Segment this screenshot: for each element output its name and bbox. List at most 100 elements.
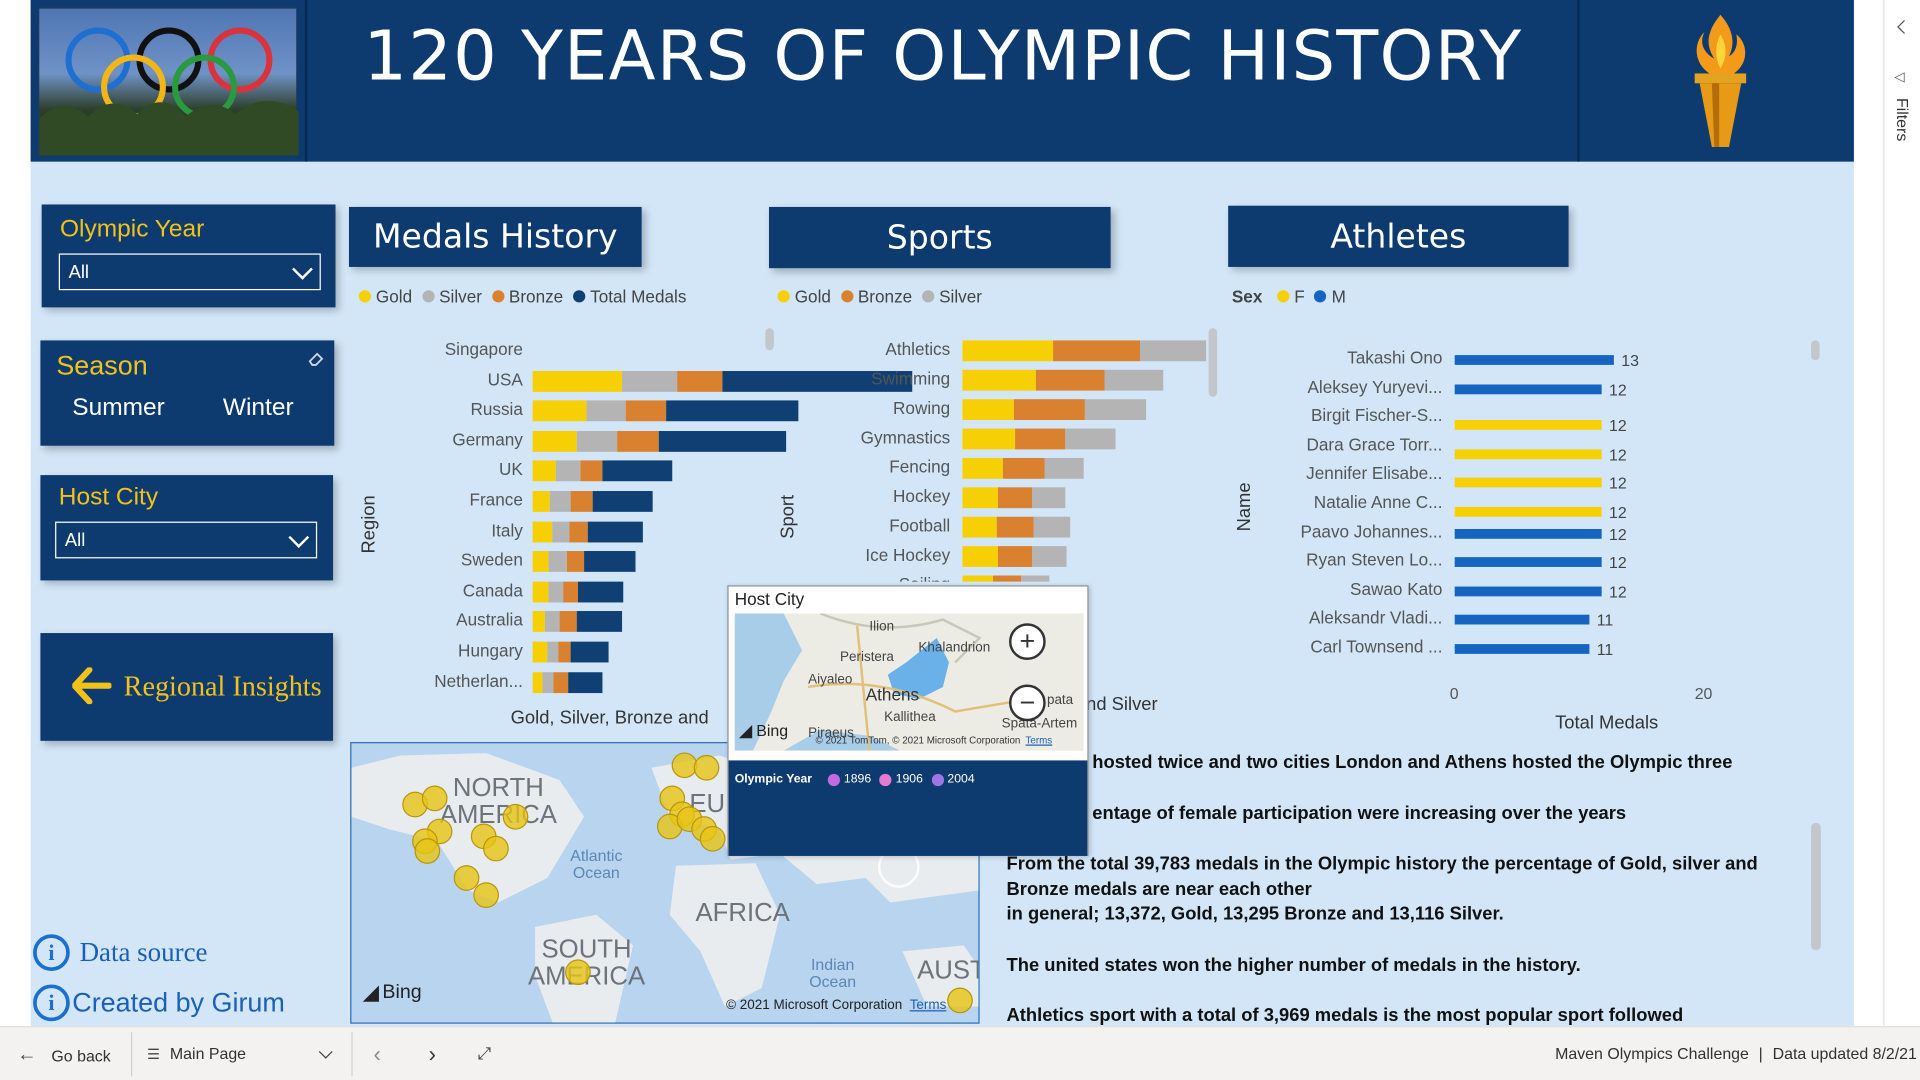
sports-bar-gold[interactable] xyxy=(962,487,999,509)
tooltip-zoom-out-button[interactable]: − xyxy=(1008,684,1046,722)
medals-bar-silver[interactable] xyxy=(548,551,567,573)
athlete-bar-male[interactable] xyxy=(1454,557,1602,568)
medals-bar-bronze[interactable] xyxy=(559,611,578,633)
medals-bar-bronze[interactable] xyxy=(676,370,723,392)
filters-pane[interactable]: ◁ Filters xyxy=(1883,0,1920,1027)
medals-bar-gold[interactable] xyxy=(532,581,549,603)
medals-bar-silver[interactable] xyxy=(542,671,554,693)
medals-bar-silver[interactable] xyxy=(549,491,571,512)
medals-bar-total-medals[interactable] xyxy=(567,671,603,693)
sports-bar-gold[interactable] xyxy=(962,399,1015,421)
sports-scrollbar[interactable] xyxy=(1208,328,1218,397)
medals-bar-bronze[interactable] xyxy=(616,430,660,452)
medals-bar-gold[interactable] xyxy=(532,460,556,482)
athlete-bar-male[interactable] xyxy=(1454,383,1602,394)
insights-scrollbar[interactable] xyxy=(1811,822,1821,951)
go-back-button[interactable]: ← Go back xyxy=(17,1044,111,1066)
sports-bar-silver[interactable] xyxy=(1021,575,1050,582)
tooltip-zoom-in-button[interactable]: + xyxy=(1008,623,1046,661)
medals-bar-total-medals[interactable] xyxy=(659,430,786,452)
medals-bar-bronze[interactable] xyxy=(570,491,593,512)
sports-bar-bronze[interactable] xyxy=(998,487,1033,509)
sports-bar-silver[interactable] xyxy=(1084,399,1147,421)
medals-bar-gold[interactable] xyxy=(532,491,550,512)
athlete-bar-male[interactable] xyxy=(1454,528,1602,539)
sports-bar-bronze[interactable] xyxy=(996,516,1034,538)
medals-bar-total-medals[interactable] xyxy=(584,551,637,573)
medals-bar-total-medals[interactable] xyxy=(578,581,624,603)
fit-to-page-icon[interactable]: ⤢ xyxy=(477,1043,492,1063)
medals-bar-gold[interactable] xyxy=(532,370,622,392)
sports-bar-bronze[interactable] xyxy=(1052,340,1141,362)
map-terms-link[interactable]: Terms xyxy=(909,997,947,1013)
sports-bar-silver[interactable] xyxy=(1033,516,1070,538)
olympic-year-dropdown[interactable]: All xyxy=(58,253,321,291)
medals-bar-total-medals[interactable] xyxy=(722,370,913,392)
medals-bar-silver[interactable] xyxy=(621,370,677,392)
athlete-bar-female[interactable] xyxy=(1454,506,1602,517)
medals-bar-bronze[interactable] xyxy=(553,671,568,693)
sports-bar-silver[interactable] xyxy=(1140,340,1207,362)
regional-insights-button[interactable]: Regional Insights xyxy=(40,633,334,741)
sports-bar-silver[interactable] xyxy=(1032,487,1066,509)
medals-bar-silver[interactable] xyxy=(547,641,559,663)
sports-bar-bronze[interactable] xyxy=(997,546,1033,567)
medals-bar-total-medals[interactable] xyxy=(570,641,610,663)
medals-bar-silver[interactable] xyxy=(586,400,626,422)
medals-bar-total-medals[interactable] xyxy=(665,400,799,422)
medals-bar-bronze[interactable] xyxy=(566,551,585,573)
sports-bar-silver[interactable] xyxy=(1065,428,1116,450)
medals-bar-gold[interactable] xyxy=(532,611,545,633)
page-selector[interactable]: ☰ Main Page xyxy=(147,1044,338,1063)
sports-bar-gold[interactable] xyxy=(962,457,1003,479)
tooltip-map[interactable]: Ilion Khalandrion Peristera Aiyaleo Athe… xyxy=(734,613,1084,751)
medals-bar-total-medals[interactable] xyxy=(602,460,672,482)
athlete-bar-male[interactable] xyxy=(1454,355,1614,365)
medals-bar-silver[interactable] xyxy=(552,521,570,542)
medals-bar-silver[interactable] xyxy=(555,460,581,482)
host-city-dropdown[interactable]: All xyxy=(55,521,318,559)
data-source-link[interactable]: i Data source xyxy=(33,934,207,972)
medals-bar-bronze[interactable] xyxy=(569,521,588,542)
medals-bar-bronze[interactable] xyxy=(625,400,666,422)
sports-bar-gold[interactable] xyxy=(962,369,1036,391)
athlete-bar-male[interactable] xyxy=(1454,615,1590,625)
medals-bar-gold[interactable] xyxy=(532,671,543,693)
medals-bar-gold[interactable] xyxy=(532,551,549,573)
sports-bar-gold[interactable] xyxy=(962,428,1015,450)
medals-bar-silver[interactable] xyxy=(576,430,617,452)
sports-bar-bronze[interactable] xyxy=(993,575,1022,582)
sports-bar-gold[interactable] xyxy=(962,340,1053,362)
medals-bar-silver[interactable] xyxy=(548,581,563,603)
chevron-left-icon[interactable] xyxy=(1897,20,1912,34)
medals-bar-total-medals[interactable] xyxy=(587,521,643,542)
sports-bar-silver[interactable] xyxy=(1032,546,1067,567)
medals-bar-bronze[interactable] xyxy=(580,460,603,482)
sports-bar-bronze[interactable] xyxy=(1002,457,1045,479)
medals-scrollbar[interactable] xyxy=(765,328,774,351)
medals-bar-gold[interactable] xyxy=(532,400,587,422)
sports-bar-bronze[interactable] xyxy=(1035,369,1105,391)
tooltip-map-terms-link[interactable]: Terms xyxy=(1025,734,1053,746)
athlete-bar-male[interactable] xyxy=(1454,644,1590,654)
athlete-bar-female[interactable] xyxy=(1454,478,1602,488)
created-by-link[interactable]: i Created by Girum xyxy=(33,984,285,1022)
sports-bar-gold[interactable] xyxy=(962,546,998,567)
athlete-bar-female[interactable] xyxy=(1454,420,1602,431)
athlete-bar-male[interactable] xyxy=(1454,586,1602,597)
season-option-winter[interactable]: Winter xyxy=(222,394,294,422)
sports-bar-silver[interactable] xyxy=(1104,369,1164,391)
next-page-icon[interactable]: › xyxy=(428,1042,436,1067)
medals-bar-total-medals[interactable] xyxy=(592,491,653,512)
sports-bar-gold[interactable] xyxy=(962,575,994,582)
sports-bar-bronze[interactable] xyxy=(1014,428,1066,450)
eraser-icon[interactable] xyxy=(307,350,324,367)
season-option-summer[interactable]: Summer xyxy=(72,394,165,422)
sports-bar-silver[interactable] xyxy=(1044,457,1084,479)
sports-bar-bronze[interactable] xyxy=(1014,399,1085,421)
athletes-scrollbar[interactable] xyxy=(1811,340,1820,361)
medals-bar-bronze[interactable] xyxy=(562,581,579,603)
medals-bar-silver[interactable] xyxy=(544,611,560,633)
host-city-bubbles[interactable] xyxy=(351,743,979,1023)
medals-bar-gold[interactable] xyxy=(532,641,548,663)
